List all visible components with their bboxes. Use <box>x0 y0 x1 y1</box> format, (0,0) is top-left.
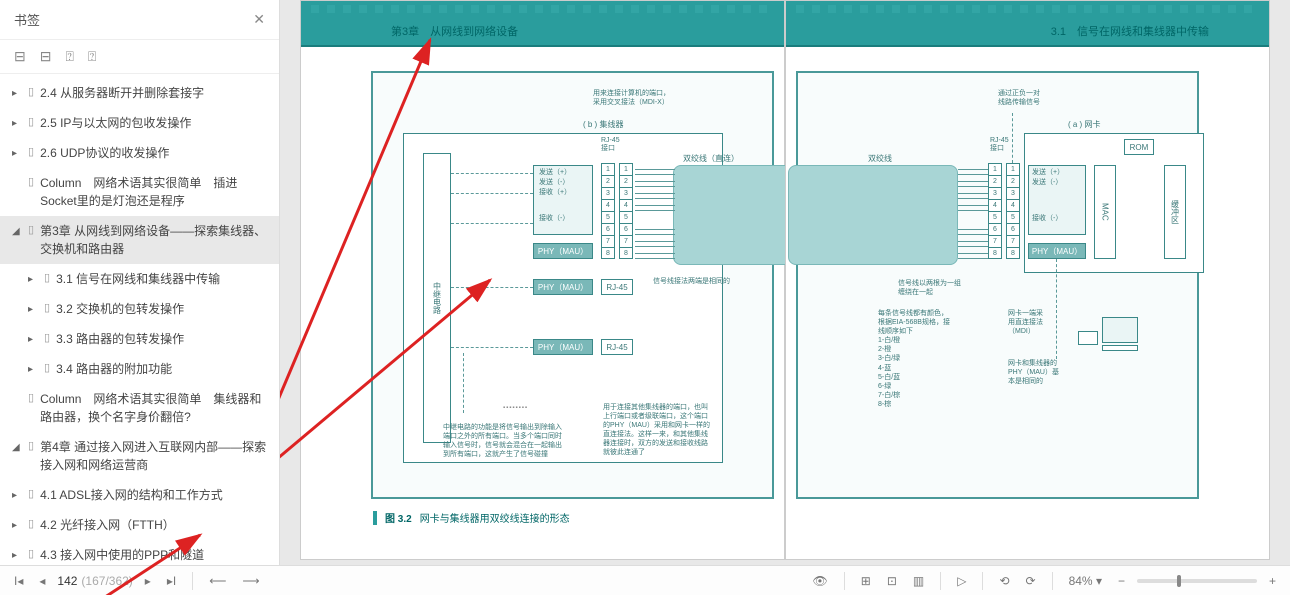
fit-width-icon[interactable]: ⊡ <box>883 572 901 590</box>
first-page-button[interactable]: I◂ <box>10 572 27 590</box>
figure-caption: 图 3.2 网卡与集线器用双绞线连接的形态 <box>373 510 570 525</box>
bookmark-item[interactable]: ▸ ▯ 2.4 从服务器断开并删除套接字 <box>0 78 279 108</box>
bookmark-item[interactable]: ▸ ▯ 4.3 接入网中使用的PPP和隧道 <box>0 540 279 565</box>
page-right-header: 3.1 信号在网线和集线器中传输 <box>1051 23 1209 39</box>
bookmark-icon: ▯ <box>28 546 34 563</box>
bookmark-item[interactable]: ◢ ▯ 第3章 从网线到网络设备——探索集线器、交换机和路由器 <box>0 216 279 264</box>
bookmark-label: 3.1 信号在网线和集线器中传输 <box>56 270 271 288</box>
page-number-input[interactable]: 142 (167/362) <box>57 574 132 588</box>
close-sidebar-button[interactable]: ✕ <box>253 11 265 28</box>
bookmark-icon: ▯ <box>28 516 34 533</box>
bookmark-item[interactable]: ▸ ▯ 3.2 交换机的包转发操作 <box>0 294 279 324</box>
bookmark-icon: ▯ <box>28 222 34 239</box>
page-left: 第3章 从网线到网络设备 ( b ) 集线器 中继电路 RJ-45 接口 发送（… <box>300 0 785 560</box>
zoom-slider[interactable] <box>1137 579 1257 583</box>
bookmark-icon: ▯ <box>44 360 50 377</box>
expand-icon[interactable]: ▸ <box>12 116 24 131</box>
bookmark-icon: ▯ <box>28 174 34 191</box>
bookmark-label: 4.1 ADSL接入网的结构和工作方式 <box>40 486 271 504</box>
expand-icon[interactable]: ◢ <box>12 440 24 455</box>
bookmark-item[interactable]: ▸ ▯ 3.1 信号在网线和集线器中传输 <box>0 264 279 294</box>
bookmark-label: 2.6 UDP协议的收发操作 <box>40 144 271 162</box>
bookmark-icon: ▯ <box>28 84 34 101</box>
center-relay-box: 中继电路 <box>423 153 451 443</box>
bookmark-icon: ▯ <box>28 438 34 455</box>
expand-icon[interactable]: ▸ <box>28 302 40 317</box>
bookmark-item[interactable]: ▸ ▯ 3.3 路由器的包转发操作 <box>0 324 279 354</box>
expand-icon[interactable]: ▸ <box>12 518 24 533</box>
bookmarks-sidebar: 书签 ✕ ⊟ ⊟ ⍰ ⍰ ▸ ▯ 2.4 从服务器断开并删除套接字 ▸ ▯ 2.5 IP与… <box>0 0 280 565</box>
expand-icon[interactable]: ▸ <box>28 272 40 287</box>
bookmark-list: ▸ ▯ 2.4 从服务器断开并删除套接字 ▸ ▯ 2.5 IP与以太网的包收发操作 ▸ ▯ 2.… <box>0 74 279 565</box>
zoom-in-button[interactable]: + <box>1265 572 1280 590</box>
bookmark-item[interactable]: ▸ ▯ 3.4 路由器的附加功能 <box>0 354 279 384</box>
bookmark-label: 3.3 路由器的包转发操作 <box>56 330 271 348</box>
page-viewer: 第3章 从网线到网络设备 ( b ) 集线器 中继电路 RJ-45 接口 发送（… <box>280 0 1290 565</box>
collapse-all-icon[interactable]: ⊟ <box>40 48 52 65</box>
bookmark-icon: ▯ <box>44 300 50 317</box>
bookmark-icon: ▯ <box>28 390 34 407</box>
bottom-toolbar: I◂ ◂ 142 (167/362) ▸ ▸I ⟵ ⟶ 👁 ⊞ ⊡ ▥ ▷ ⟲ … <box>0 565 1290 595</box>
bookmark-label: Column 网络术语其实很简单 集线器和路由器，换个名字身价翻倍? <box>40 390 271 426</box>
rotate-left-icon[interactable]: ⟲ <box>995 572 1013 590</box>
card-label: ( a ) 网卡 <box>1068 119 1100 130</box>
bookmark-icon: ▯ <box>44 270 50 287</box>
bookmark-label: 4.2 光纤接入网（FTTH） <box>40 516 271 534</box>
expand-icon[interactable]: ▸ <box>12 86 24 101</box>
bookmark-label: 第4章 通过接入网进入互联网内部——探索接入网和网络运营商 <box>40 438 271 474</box>
page-left-header: 第3章 从网线到网络设备 <box>391 23 518 39</box>
bookmark-icon: ▯ <box>28 486 34 503</box>
play-icon[interactable]: ▷ <box>953 572 970 590</box>
prev-page-button[interactable]: ◂ <box>35 572 49 590</box>
bookmark-item[interactable]: ▯ Column 网络术语其实很简单 集线器和路由器，换个名字身价翻倍? <box>0 384 279 432</box>
bookmark-item[interactable]: ▸ ▯ 2.6 UDP协议的收发操作 <box>0 138 279 168</box>
bookmark-label: Column 网络术语其实很简单 插进Socket里的是灯泡还是程序 <box>40 174 271 210</box>
two-page-icon[interactable]: ▥ <box>909 572 928 590</box>
zoom-value[interactable]: 84% ▾ <box>1065 572 1106 590</box>
bookmark-label: 4.3 接入网中使用的PPP和隧道 <box>40 546 271 564</box>
bookmark-add-icon[interactable]: ⍰ <box>65 48 73 65</box>
bookmark-label: 3.2 交换机的包转发操作 <box>56 300 271 318</box>
bookmark-icon: ▯ <box>44 330 50 347</box>
next-page-button[interactable]: ▸ <box>141 572 155 590</box>
bookmark-label: 3.4 路由器的附加功能 <box>56 360 271 378</box>
sidebar-title: 书签 <box>14 10 40 29</box>
bookmark-label: 2.5 IP与以太网的包收发操作 <box>40 114 271 132</box>
view-mode-icon[interactable]: 👁 <box>809 572 832 590</box>
last-page-button[interactable]: ▸I <box>163 572 180 590</box>
expand-icon[interactable]: ▸ <box>28 362 40 377</box>
expand-icon[interactable]: ▸ <box>12 488 24 503</box>
zoom-out-button[interactable]: − <box>1114 572 1129 590</box>
bookmark-toolbar: ⊟ ⊟ ⍰ ⍰ <box>0 40 279 74</box>
expand-icon[interactable]: ▸ <box>12 146 24 161</box>
bookmark-item[interactable]: ▯ Column 网络术语其实很简单 插进Socket里的是灯泡还是程序 <box>0 168 279 216</box>
bookmark-item[interactable]: ▸ ▯ 4.1 ADSL接入网的结构和工作方式 <box>0 480 279 510</box>
bookmark-item[interactable]: ◢ ▯ 第4章 通过接入网进入互联网内部——探索接入网和网络运营商 <box>0 432 279 480</box>
page-right: 3.1 信号在网线和集线器中传输 双绞线 <box>785 0 1270 560</box>
bookmark-label: 2.4 从服务器断开并删除套接字 <box>40 84 271 102</box>
fit-page-icon[interactable]: ⊞ <box>857 572 875 590</box>
expand-icon[interactable]: ◢ <box>12 224 24 239</box>
hub-label: ( b ) 集线器 <box>583 119 623 130</box>
diagram-right: 双绞线 ( a ) 网卡 <box>796 71 1199 499</box>
expand-all-icon[interactable]: ⊟ <box>14 48 26 65</box>
bookmark-icon: ▯ <box>28 144 34 161</box>
expand-icon[interactable]: ▸ <box>12 548 24 563</box>
diagram-left: ( b ) 集线器 中继电路 RJ-45 接口 发送（+） 发送（-） 接收（+… <box>371 71 774 499</box>
expand-icon[interactable]: ▸ <box>28 332 40 347</box>
bookmark-options-icon[interactable]: ⍰ <box>88 48 96 65</box>
nav-forward-button[interactable]: ⟶ <box>238 572 263 590</box>
bookmark-label: 第3章 从网线到网络设备——探索集线器、交换机和路由器 <box>40 222 271 258</box>
bookmark-icon: ▯ <box>28 114 34 131</box>
rotate-right-icon[interactable]: ⟳ <box>1022 572 1040 590</box>
bookmark-item[interactable]: ▸ ▯ 4.2 光纤接入网（FTTH） <box>0 510 279 540</box>
bookmark-item[interactable]: ▸ ▯ 2.5 IP与以太网的包收发操作 <box>0 108 279 138</box>
nav-back-button[interactable]: ⟵ <box>205 572 230 590</box>
